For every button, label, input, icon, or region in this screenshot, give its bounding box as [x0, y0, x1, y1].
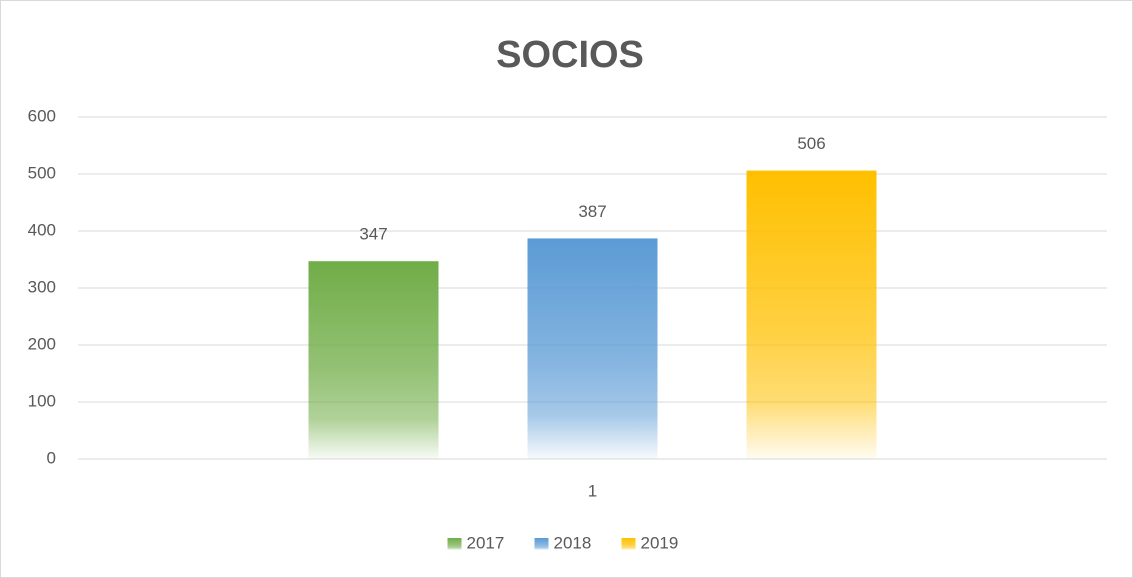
y-tick-label: 200	[28, 334, 56, 353]
y-tick-label: 300	[28, 277, 56, 296]
legend-swatch	[534, 538, 549, 550]
data-label: 506	[797, 134, 825, 153]
legend-label: 2017	[467, 533, 505, 552]
y-tick-label: 500	[28, 163, 56, 182]
bar	[527, 238, 658, 459]
bar	[746, 170, 877, 459]
legend-swatch	[621, 538, 636, 550]
x-tick-label: 1	[588, 481, 597, 500]
data-label: 387	[578, 202, 606, 221]
y-tick-label: 400	[28, 220, 56, 239]
y-tick-label: 100	[28, 391, 56, 410]
legend-label: 2019	[641, 533, 679, 552]
bar	[308, 261, 439, 459]
y-tick-label: 0	[47, 448, 56, 467]
legend-label: 2018	[554, 533, 592, 552]
legend-swatch	[447, 538, 462, 550]
data-label: 347	[359, 225, 387, 244]
y-tick-label: 600	[28, 106, 56, 125]
chart-title: SOCIOS	[496, 34, 644, 76]
